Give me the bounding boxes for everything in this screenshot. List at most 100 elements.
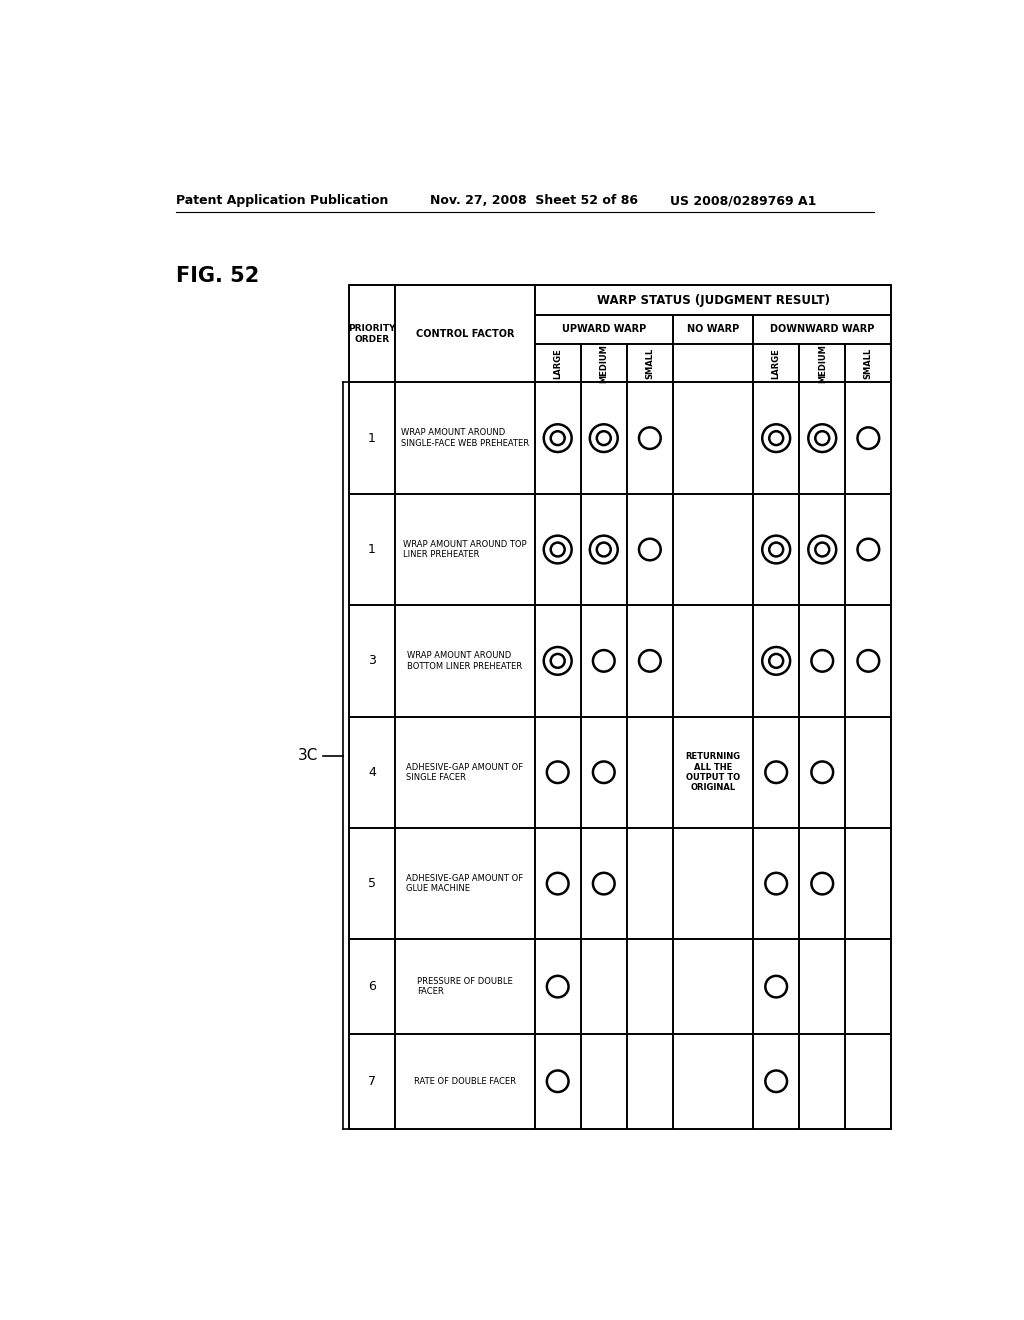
Text: LARGE: LARGE bbox=[772, 348, 780, 379]
Text: 7: 7 bbox=[368, 1074, 376, 1088]
Bar bbox=[753, 828, 799, 940]
Bar bbox=[349, 1034, 395, 1129]
Bar bbox=[753, 314, 891, 345]
Bar bbox=[535, 314, 673, 345]
Bar bbox=[395, 494, 535, 605]
Bar bbox=[673, 345, 753, 383]
Bar bbox=[349, 383, 395, 494]
Bar bbox=[799, 605, 845, 717]
Text: NO WARP: NO WARP bbox=[687, 325, 739, 334]
Bar bbox=[799, 940, 845, 1034]
Bar bbox=[627, 828, 673, 940]
Bar bbox=[753, 383, 799, 494]
Text: DOWNWARD WARP: DOWNWARD WARP bbox=[770, 325, 874, 334]
Text: CONTROL FACTOR: CONTROL FACTOR bbox=[416, 329, 514, 339]
Bar bbox=[673, 717, 753, 828]
Bar bbox=[753, 345, 799, 383]
Bar bbox=[395, 1034, 535, 1129]
Bar bbox=[845, 605, 891, 717]
Bar bbox=[753, 1034, 799, 1129]
Bar bbox=[535, 940, 581, 1034]
Text: SMALL: SMALL bbox=[645, 347, 654, 379]
Bar bbox=[349, 285, 395, 383]
Bar bbox=[673, 314, 753, 345]
Bar bbox=[581, 1034, 627, 1129]
Bar bbox=[673, 494, 753, 605]
Bar bbox=[673, 1034, 753, 1129]
Bar bbox=[535, 828, 581, 940]
Text: PRIORITY
ORDER: PRIORITY ORDER bbox=[348, 325, 395, 343]
Text: Nov. 27, 2008  Sheet 52 of 86: Nov. 27, 2008 Sheet 52 of 86 bbox=[430, 194, 638, 207]
Bar bbox=[799, 494, 845, 605]
Bar bbox=[349, 828, 395, 940]
Bar bbox=[395, 940, 535, 1034]
Text: SMALL: SMALL bbox=[864, 347, 872, 379]
Text: LARGE: LARGE bbox=[553, 348, 562, 379]
Bar bbox=[535, 1034, 581, 1129]
Bar bbox=[799, 1034, 845, 1129]
Bar bbox=[627, 345, 673, 383]
Text: FIG. 52: FIG. 52 bbox=[176, 267, 259, 286]
Bar bbox=[395, 828, 535, 940]
Bar bbox=[845, 345, 891, 383]
Text: 5: 5 bbox=[368, 876, 376, 890]
Bar bbox=[627, 940, 673, 1034]
Bar bbox=[753, 717, 799, 828]
Bar bbox=[349, 940, 395, 1034]
Bar bbox=[535, 717, 581, 828]
Bar bbox=[799, 345, 845, 383]
Bar bbox=[395, 383, 535, 494]
Bar bbox=[535, 285, 891, 314]
Bar bbox=[627, 383, 673, 494]
Bar bbox=[627, 494, 673, 605]
Bar bbox=[395, 605, 535, 717]
Bar bbox=[581, 383, 627, 494]
Text: PRESSURE OF DOUBLE
FACER: PRESSURE OF DOUBLE FACER bbox=[417, 977, 513, 997]
Bar bbox=[845, 717, 891, 828]
Bar bbox=[799, 828, 845, 940]
Bar bbox=[673, 940, 753, 1034]
Text: WRAP AMOUNT AROUND
SINGLE-FACE WEB PREHEATER: WRAP AMOUNT AROUND SINGLE-FACE WEB PREHE… bbox=[400, 429, 528, 447]
Bar bbox=[395, 285, 535, 383]
Text: UPWARD WARP: UPWARD WARP bbox=[561, 325, 646, 334]
Bar bbox=[349, 717, 395, 828]
Bar bbox=[581, 345, 627, 383]
Bar bbox=[581, 605, 627, 717]
Text: WRAP AMOUNT AROUND
BOTTOM LINER PREHEATER: WRAP AMOUNT AROUND BOTTOM LINER PREHEATE… bbox=[408, 651, 522, 671]
Text: 4: 4 bbox=[368, 766, 376, 779]
Bar bbox=[581, 940, 627, 1034]
Bar bbox=[581, 717, 627, 828]
Text: WRAP AMOUNT AROUND TOP
LINER PREHEATER: WRAP AMOUNT AROUND TOP LINER PREHEATER bbox=[403, 540, 526, 560]
Bar bbox=[349, 494, 395, 605]
Bar bbox=[581, 494, 627, 605]
Bar bbox=[627, 605, 673, 717]
Bar bbox=[799, 383, 845, 494]
Text: US 2008/0289769 A1: US 2008/0289769 A1 bbox=[671, 194, 817, 207]
Bar bbox=[673, 605, 753, 717]
Bar bbox=[673, 383, 753, 494]
Text: RATE OF DOUBLE FACER: RATE OF DOUBLE FACER bbox=[414, 1077, 516, 1086]
Bar bbox=[535, 494, 581, 605]
Bar bbox=[673, 828, 753, 940]
Bar bbox=[535, 383, 581, 494]
Text: MEDIUM: MEDIUM bbox=[599, 343, 608, 383]
Text: WARP STATUS (JUDGMENT RESULT): WARP STATUS (JUDGMENT RESULT) bbox=[597, 293, 829, 306]
Bar bbox=[581, 828, 627, 940]
Bar bbox=[535, 345, 581, 383]
Bar bbox=[845, 383, 891, 494]
Bar bbox=[845, 828, 891, 940]
Text: 1: 1 bbox=[368, 543, 376, 556]
Text: 3C: 3C bbox=[298, 748, 317, 763]
Bar bbox=[395, 717, 535, 828]
Bar bbox=[845, 494, 891, 605]
Bar bbox=[349, 285, 891, 1129]
Bar bbox=[627, 1034, 673, 1129]
Text: Patent Application Publication: Patent Application Publication bbox=[176, 194, 388, 207]
Bar bbox=[627, 717, 673, 828]
Bar bbox=[845, 940, 891, 1034]
Text: 1: 1 bbox=[368, 432, 376, 445]
Text: 6: 6 bbox=[368, 981, 376, 993]
Bar bbox=[535, 605, 581, 717]
Bar bbox=[753, 494, 799, 605]
Bar bbox=[845, 1034, 891, 1129]
